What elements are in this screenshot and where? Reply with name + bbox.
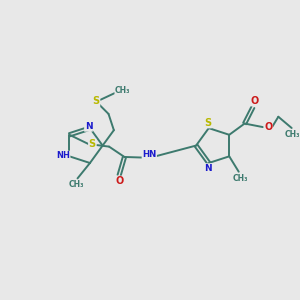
Text: O: O bbox=[264, 122, 272, 132]
Text: S: S bbox=[89, 139, 96, 149]
Text: NH: NH bbox=[56, 151, 70, 160]
Text: CH₃: CH₃ bbox=[284, 130, 300, 139]
Text: CH₃: CH₃ bbox=[115, 86, 130, 95]
Text: O: O bbox=[115, 176, 123, 186]
Text: S: S bbox=[204, 118, 211, 128]
Text: CH₃: CH₃ bbox=[232, 174, 248, 183]
Text: N: N bbox=[85, 122, 92, 131]
Text: HN: HN bbox=[142, 150, 156, 159]
Text: O: O bbox=[250, 96, 259, 106]
Text: CH₃: CH₃ bbox=[68, 180, 84, 189]
Text: N: N bbox=[204, 164, 212, 173]
Text: S: S bbox=[93, 97, 100, 106]
